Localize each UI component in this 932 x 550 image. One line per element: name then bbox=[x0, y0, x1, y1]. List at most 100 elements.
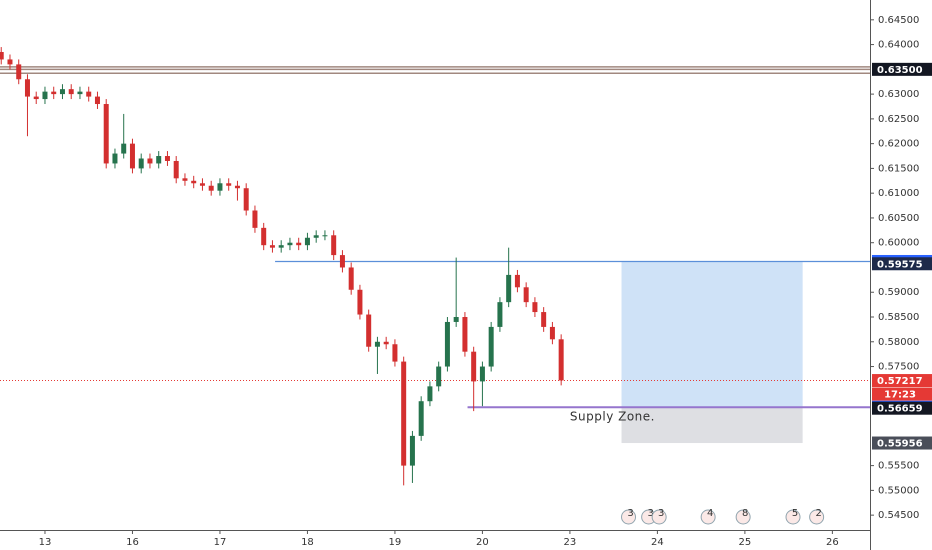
x-tick-label: 19 bbox=[389, 537, 402, 548]
candle-body bbox=[549, 326, 555, 340]
candle-body bbox=[427, 386, 433, 402]
candle-body bbox=[348, 267, 354, 290]
candle-body bbox=[418, 401, 424, 436]
candle-body bbox=[558, 339, 564, 381]
candle-body bbox=[506, 274, 512, 303]
event-label: 5 bbox=[792, 508, 798, 519]
price-tag bbox=[872, 436, 932, 450]
candle-body bbox=[514, 274, 520, 288]
y-tick-label: 0.64000 bbox=[878, 40, 919, 51]
candle-body bbox=[59, 89, 65, 95]
candle-body bbox=[471, 351, 477, 382]
candle-body bbox=[191, 180, 197, 184]
loss-zone bbox=[621, 407, 803, 444]
y-tick-label: 0.63000 bbox=[878, 89, 919, 100]
annotation: Supply Zone. bbox=[570, 410, 655, 424]
candle-body bbox=[33, 96, 39, 100]
candle-body bbox=[409, 435, 415, 466]
candle-body bbox=[541, 312, 547, 327]
price-tag-label: 0.56659 bbox=[877, 404, 923, 415]
candle-body bbox=[173, 160, 179, 179]
price-axis-bg bbox=[871, 0, 932, 550]
price-tag bbox=[872, 257, 932, 271]
candle-body bbox=[243, 188, 249, 211]
candle-body bbox=[121, 143, 127, 154]
price-tag-label: 0.57217 bbox=[877, 376, 923, 387]
candle-body bbox=[234, 185, 240, 189]
candle-body bbox=[199, 183, 205, 186]
candle-body bbox=[339, 255, 345, 268]
candle-body bbox=[392, 344, 398, 362]
price-tag bbox=[872, 62, 932, 76]
candle-body bbox=[357, 289, 363, 315]
event-badge bbox=[735, 509, 751, 525]
x-tick-label: 26 bbox=[826, 537, 839, 548]
candle-body bbox=[129, 143, 135, 169]
y-tick-label: 0.57500 bbox=[878, 362, 919, 373]
candle-body bbox=[156, 156, 162, 164]
event-badge bbox=[785, 509, 801, 525]
event-badge bbox=[700, 509, 716, 525]
y-tick-label: 0.55500 bbox=[878, 461, 919, 472]
y-tick-label: 0.60500 bbox=[878, 213, 919, 224]
candle-body bbox=[488, 326, 494, 367]
candle-body bbox=[208, 185, 214, 191]
x-tick-label: 16 bbox=[126, 537, 139, 548]
y-tick-label: 0.61500 bbox=[878, 163, 919, 174]
candle-body bbox=[304, 237, 310, 246]
candle-body bbox=[51, 91, 57, 95]
candle-body bbox=[103, 104, 109, 164]
x-tick-label: 24 bbox=[651, 537, 664, 548]
candle-body bbox=[479, 366, 485, 382]
candle-body bbox=[164, 156, 170, 161]
candle-body bbox=[331, 235, 337, 256]
candle-body bbox=[68, 89, 74, 95]
candle-body bbox=[0, 52, 4, 60]
candle-body bbox=[401, 361, 407, 466]
candle-body bbox=[444, 321, 450, 367]
candle-body bbox=[462, 317, 468, 352]
event-label: 2 bbox=[815, 508, 821, 519]
event-label: 3 bbox=[647, 508, 653, 519]
candle-body bbox=[16, 64, 22, 80]
candle-body bbox=[436, 366, 442, 387]
price-tag-label: 0.59575 bbox=[877, 259, 923, 270]
candle-body bbox=[532, 302, 538, 313]
candle-body bbox=[269, 245, 275, 248]
y-tick-label: 0.64500 bbox=[878, 15, 919, 26]
candle-body bbox=[261, 227, 267, 246]
event-label: 8 bbox=[742, 508, 748, 519]
candle-body bbox=[296, 242, 302, 246]
y-tick-label: 0.58500 bbox=[878, 312, 919, 323]
candle-body bbox=[287, 242, 293, 246]
candle-body bbox=[24, 79, 30, 97]
candle-body bbox=[217, 183, 223, 191]
y-tick-label: 0.58000 bbox=[878, 337, 919, 348]
candle-body bbox=[523, 287, 529, 303]
x-tick-label: 20 bbox=[476, 537, 489, 548]
x-tick-label: 23 bbox=[564, 537, 577, 548]
candle-body bbox=[278, 245, 284, 248]
countdown-tag bbox=[872, 387, 932, 401]
candle-body bbox=[313, 235, 319, 238]
y-tick-label: 0.62000 bbox=[878, 139, 919, 150]
x-tick-label: 17 bbox=[214, 537, 227, 548]
y-tick-label: 0.54500 bbox=[878, 510, 919, 521]
candle-body bbox=[112, 153, 118, 164]
price-tag bbox=[872, 374, 932, 388]
profit-zone bbox=[621, 261, 803, 408]
candle-body bbox=[42, 91, 48, 100]
candle-body bbox=[322, 235, 328, 237]
price-tag bbox=[872, 401, 932, 415]
candle-body bbox=[138, 158, 144, 169]
candle-body bbox=[226, 183, 232, 186]
countdown-label: 17:23 bbox=[884, 390, 916, 401]
y-tick-label: 0.55000 bbox=[878, 485, 919, 496]
price-tag-label: 0.63500 bbox=[877, 65, 923, 76]
candle-body bbox=[86, 91, 92, 97]
candle-body bbox=[383, 341, 389, 345]
candle-body bbox=[497, 302, 503, 327]
candle-body bbox=[366, 314, 372, 347]
